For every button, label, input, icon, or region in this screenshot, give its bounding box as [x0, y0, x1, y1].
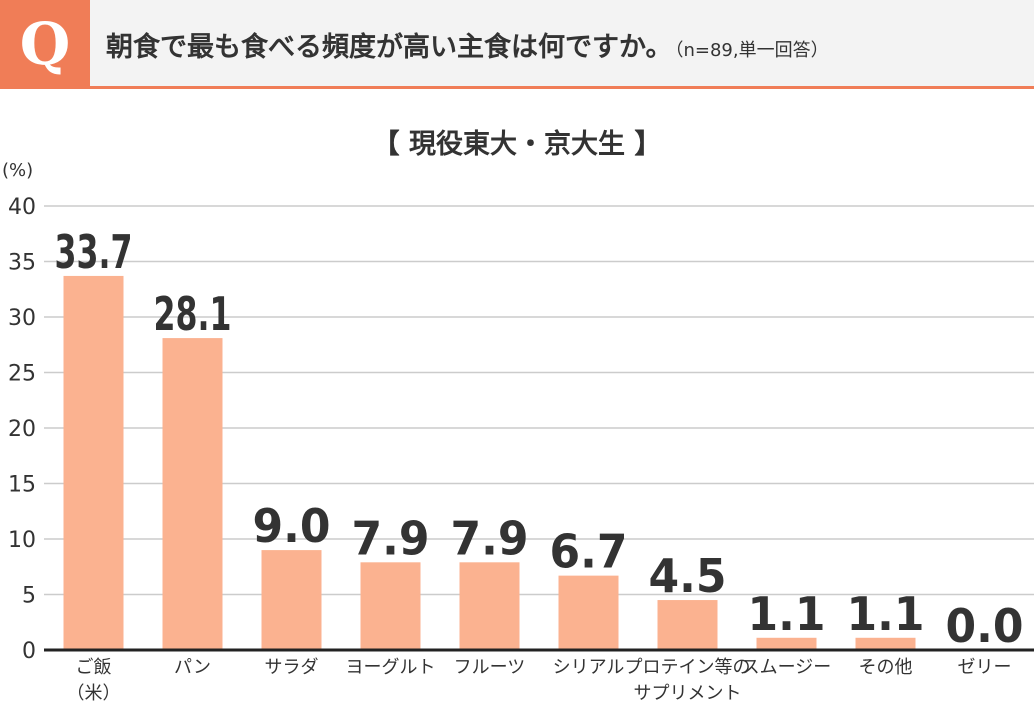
value-label: 9.0	[253, 499, 331, 553]
x-tick-label: スムージー	[742, 657, 832, 678]
y-tick-label: 30	[8, 306, 36, 331]
y-tick-label: 15	[8, 473, 36, 498]
chart-title: 【 現役東大・京大生 】	[372, 129, 662, 160]
question-header: Q 朝食で最も食べる頻度が高い主食は何ですか。 （n=89,単一回答）	[0, 0, 1034, 89]
header-divider	[0, 86, 1034, 89]
sample-note: （n=89,単一回答）	[674, 40, 829, 61]
bar	[756, 637, 817, 650]
x-tick-label: フルーツ	[454, 657, 526, 678]
y-axis-unit-label: (%)	[2, 160, 33, 181]
y-tick-label: 10	[8, 528, 36, 553]
question-text: 朝食で最も食べる頻度が高い主食は何ですか。 （n=89,単一回答）	[106, 25, 829, 64]
x-tick-label: パン	[174, 657, 211, 678]
x-tick-label: （米）	[67, 683, 121, 704]
x-tick-label: ご飯	[76, 657, 112, 678]
value-label: 4.5	[649, 549, 727, 603]
bar	[360, 562, 421, 650]
bar	[459, 562, 520, 650]
x-tick-label: その他	[859, 657, 913, 678]
y-tick-label: 35	[8, 251, 36, 276]
value-label: 1.1	[748, 587, 826, 641]
y-tick-label: 0	[22, 639, 36, 664]
x-tick-label: ヨーグルト	[346, 657, 436, 678]
value-label: 7.9	[352, 511, 430, 565]
value-label: 7.9	[451, 511, 529, 565]
value-label: 33.7	[55, 225, 133, 279]
bar	[657, 600, 718, 650]
value-label: 28.1	[154, 287, 232, 341]
x-tick-label: プロテイン等の	[625, 657, 751, 678]
y-tick-label: 5	[22, 584, 36, 609]
question-main: 朝食で最も食べる頻度が高い主食は何ですか。	[106, 32, 673, 63]
bar	[261, 550, 322, 650]
x-tick-label: サプリメント	[634, 683, 742, 704]
bar	[855, 637, 916, 650]
bar	[558, 575, 619, 650]
q-letter: Q	[19, 10, 71, 78]
bar	[162, 338, 223, 650]
y-tick-label: 20	[8, 417, 36, 442]
y-tick-label: 40	[8, 195, 36, 220]
value-label: 0.0	[946, 599, 1024, 653]
y-tick-label: 25	[8, 362, 36, 387]
x-tick-label: シリアル	[553, 657, 625, 678]
bar	[63, 275, 124, 650]
x-tick-label: サラダ	[265, 657, 319, 678]
value-label: 1.1	[847, 587, 925, 641]
q-badge: Q	[0, 0, 90, 88]
value-label: 6.7	[550, 525, 628, 579]
x-tick-label: ゼリー	[958, 657, 1012, 678]
